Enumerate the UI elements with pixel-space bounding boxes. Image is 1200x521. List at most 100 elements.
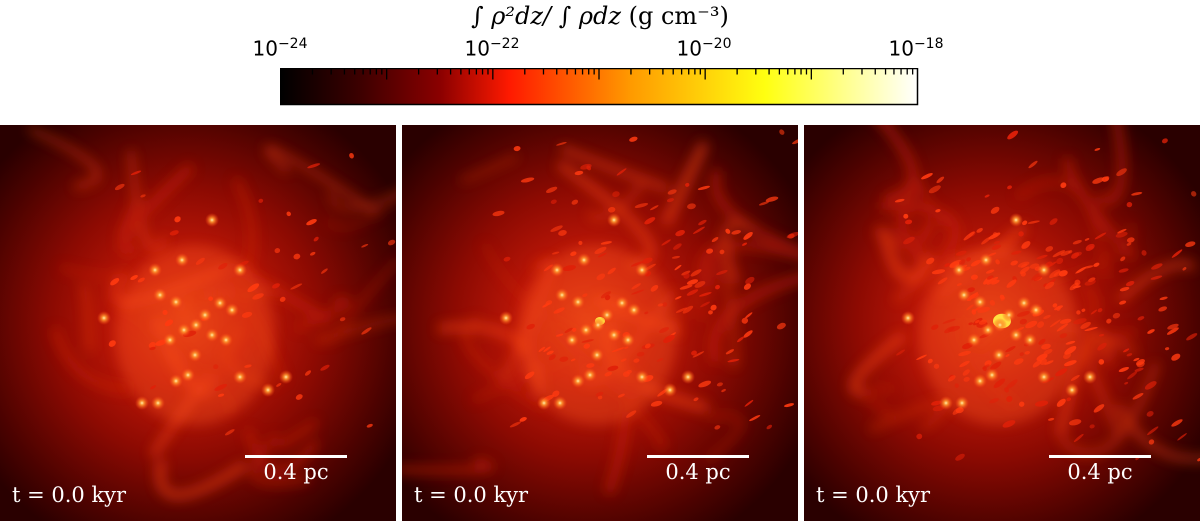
- gas-clump: [551, 251, 560, 255]
- gas-clump: [765, 196, 779, 202]
- gas-clump: [572, 327, 577, 332]
- gas-clump: [558, 229, 567, 236]
- gas-clump: [1112, 312, 1121, 319]
- star: [97, 311, 111, 325]
- gas-clump: [1069, 419, 1082, 426]
- gas-clump: [982, 364, 990, 370]
- gas-clump: [1019, 318, 1027, 325]
- gas-clump: [1060, 250, 1071, 256]
- gas-clump: [990, 361, 1002, 371]
- gas-clump: [784, 403, 795, 408]
- gas-clump: [1064, 346, 1077, 355]
- gas-clump: [644, 343, 651, 349]
- star: [967, 333, 981, 347]
- star: [553, 396, 567, 410]
- gas-clump: [644, 217, 656, 225]
- star: [188, 348, 202, 362]
- gas-clump: [550, 199, 557, 204]
- gas-clump: [295, 394, 303, 400]
- gas-clump: [1043, 314, 1051, 320]
- gas-clump: [1005, 354, 1010, 358]
- gas-clump: [1025, 320, 1038, 329]
- gas-clump: [1136, 359, 1145, 366]
- gas-clump: [714, 425, 721, 430]
- gas-clump: [208, 296, 214, 301]
- scale-bar: [647, 455, 749, 458]
- colorbar: [280, 68, 919, 106]
- gas-clump: [1094, 148, 1101, 151]
- gas-clump: [1013, 358, 1024, 365]
- gas-clump: [1036, 254, 1048, 260]
- star: [1029, 303, 1043, 317]
- star: [153, 288, 167, 302]
- star: [985, 368, 999, 382]
- star: [169, 295, 183, 309]
- gas-clump: [1166, 327, 1179, 335]
- gas-clump: [538, 346, 546, 352]
- gas-clump: [661, 239, 671, 246]
- gas-clump: [1049, 269, 1061, 279]
- gas-clump: [1171, 249, 1183, 258]
- gas-clump: [928, 185, 941, 194]
- gas-clump: [148, 341, 156, 349]
- gas-filament: [277, 419, 319, 449]
- stars: [901, 213, 1097, 410]
- colorbar-ticks: [280, 68, 914, 80]
- gas-clump: [570, 251, 577, 257]
- stars: [499, 213, 695, 410]
- gas-clump: [993, 378, 1006, 388]
- gas-filament: [1116, 260, 1197, 303]
- gas-clump: [1177, 433, 1187, 441]
- gas-filament: [324, 196, 396, 229]
- star: [233, 370, 247, 384]
- gas-clump: [1191, 191, 1197, 197]
- star: [952, 263, 966, 277]
- gas-clump: [991, 279, 1000, 285]
- gas-clump: [1010, 260, 1018, 266]
- gas-clump: [597, 395, 603, 400]
- gas-clump: [1106, 318, 1112, 324]
- star: [198, 308, 212, 322]
- star: [591, 318, 605, 332]
- gas-clump: [1052, 303, 1058, 308]
- gas-clump: [1022, 220, 1028, 226]
- gas-clump: [693, 226, 705, 234]
- star: [189, 318, 203, 332]
- gas-clump: [1158, 306, 1168, 312]
- gas-clump: [990, 206, 1000, 214]
- gas-clump: [968, 293, 979, 300]
- gas-filament: [880, 201, 961, 282]
- gas-clump: [629, 136, 638, 142]
- gas-clump: [673, 243, 682, 250]
- gas-clump: [1147, 329, 1155, 334]
- gas-clump: [686, 279, 699, 285]
- gas-clump: [1182, 267, 1187, 271]
- gas-clump: [361, 327, 372, 335]
- star: [681, 370, 695, 384]
- gas-clump: [903, 236, 915, 245]
- gas-clump: [650, 284, 659, 292]
- gas-clump: [1115, 231, 1128, 238]
- gas-clump: [916, 354, 927, 361]
- star: [607, 213, 621, 227]
- star: [577, 253, 591, 267]
- gas-clump: [948, 375, 956, 382]
- density-panel-2: 0.4 pc t = 0.0 kyr: [402, 125, 798, 521]
- gas-clump: [1098, 334, 1105, 337]
- gas-clump: [320, 364, 330, 371]
- gas-clump: [1007, 185, 1012, 190]
- gas-clump: [366, 423, 373, 428]
- gas-clump: [1118, 268, 1129, 273]
- star: [973, 374, 987, 388]
- gas-clump: [682, 305, 694, 314]
- gas-clump: [306, 219, 317, 226]
- gas-clump: [1019, 352, 1024, 356]
- gas-clump: [1033, 275, 1042, 282]
- gas-clump: [970, 274, 978, 280]
- star: [571, 295, 585, 309]
- gas-clump: [683, 272, 690, 279]
- gas-clump: [290, 283, 303, 290]
- gas-clump: [1117, 228, 1127, 234]
- star: [1017, 296, 1031, 310]
- star: [550, 263, 564, 277]
